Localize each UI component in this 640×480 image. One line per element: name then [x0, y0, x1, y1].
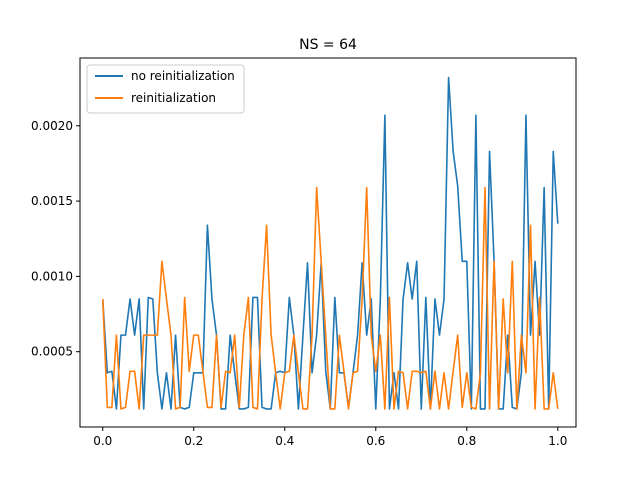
legend-box: [86, 64, 245, 114]
x-tick-label: 0.2: [184, 434, 203, 448]
legend-label-reinitialization: reinitialization: [131, 91, 216, 105]
y-tick-label: 0.0005: [31, 345, 73, 359]
x-tick-label: 0.6: [366, 434, 385, 448]
x-tick-label: 0.8: [457, 434, 476, 448]
y-axis: 0.0005 0.0010 0.0015 0.0020: [31, 119, 80, 359]
axes-frame: [79, 57, 577, 428]
x-tick-label: 0.4: [275, 434, 294, 448]
legend: no reinitialization reinitialization: [86, 64, 245, 114]
y-tick-label: 0.0015: [31, 194, 73, 208]
series-line-reinitialization: [101, 186, 559, 410]
chart-title: NS = 64: [299, 37, 357, 53]
legend-label-no-reinitialization: no reinitialization: [131, 69, 235, 83]
series-layer: [101, 76, 559, 410]
y-tick-label: 0.0020: [31, 119, 73, 133]
x-tick-label: 0.0: [93, 434, 112, 448]
x-tick-label: 1.0: [548, 434, 567, 448]
x-axis: 0.0 0.2 0.4 0.6 0.8 1.0: [93, 427, 567, 448]
y-tick-label: 0.0010: [31, 269, 73, 283]
